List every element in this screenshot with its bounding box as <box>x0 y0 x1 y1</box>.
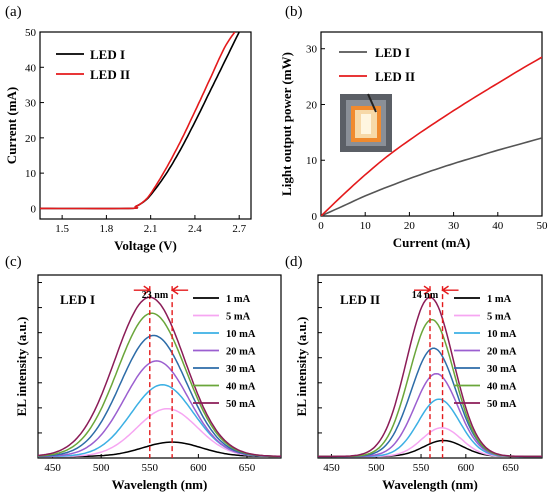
panel-d: (d) 450 500 550 600 650 Wavelength (nm) EL inte… <box>285 254 543 492</box>
x-tick-label: 2.4 <box>188 223 202 235</box>
legend-label: 10 mA <box>226 329 256 340</box>
legend-label: 40 mA <box>487 382 517 393</box>
y-tick-label: 0 <box>31 203 37 215</box>
legend-label: 10 mA <box>487 329 517 340</box>
fwhm-annotation: 14 nm <box>412 290 439 301</box>
series-line <box>321 56 542 216</box>
legend-label: LED II <box>375 69 415 84</box>
plot-area <box>38 296 281 458</box>
y-axis-label: Current (mA) <box>4 87 19 164</box>
x-tick-label: 500 <box>368 462 385 474</box>
y-axis-label: EL intensity (a.u.) <box>294 317 309 417</box>
x-tick-label: 2.1 <box>144 223 158 235</box>
panel-title: LED II <box>340 292 380 307</box>
y-tick-label: 10 <box>306 155 318 167</box>
y-tick-label: 20 <box>25 133 37 145</box>
y-tick-label: 0 <box>312 211 318 223</box>
x-tick-label: 550 <box>142 462 159 474</box>
legend-label: 1 mA <box>226 294 251 305</box>
y-tick-label: 10 <box>25 168 37 180</box>
legend-label: 30 mA <box>226 364 256 375</box>
panel-label: (b) <box>285 4 303 20</box>
x-tick-label: 20 <box>404 220 416 232</box>
legend-label: 5 mA <box>487 312 512 323</box>
x-tick-label: 450 <box>323 462 340 474</box>
y-tick-label: 30 <box>25 98 37 110</box>
series-line <box>40 32 240 210</box>
x-tick-label: 500 <box>93 462 110 474</box>
legend-label: 50 mA <box>226 399 256 410</box>
arrow-right <box>170 285 189 295</box>
plot-frame <box>39 31 252 220</box>
legend-label: LED II <box>90 67 130 82</box>
x-tick-label: 600 <box>458 462 475 474</box>
plot-frame <box>37 274 282 459</box>
panel-b: (b) 0 10 20 30 40 50 0 10 20 30 Current (mA) Light o… <box>279 4 548 250</box>
panel-title: LED I <box>60 292 95 307</box>
x-tick-label: 40 <box>492 220 504 232</box>
y-tick-label: 40 <box>25 62 37 74</box>
legend-label: 20 mA <box>487 347 517 358</box>
spectrum-line <box>38 296 281 458</box>
spectrum-line <box>38 334 281 458</box>
photo-core <box>361 114 371 134</box>
plot-area <box>321 56 542 216</box>
x-tick-label: 10 <box>360 220 372 232</box>
x-tick-label: 0 <box>318 220 324 232</box>
panel-c: (c) 450 500 550 600 650 Wavelength (nm) EL inte… <box>5 254 282 492</box>
panel-label: (a) <box>5 4 22 20</box>
x-tick-label: 600 <box>190 462 207 474</box>
x-tick-label: 1.8 <box>100 223 114 235</box>
arrow-left <box>133 285 152 295</box>
fwhm-annotation: 23 nm <box>142 290 169 301</box>
series-line <box>40 32 236 210</box>
panel-label: (d) <box>285 254 303 270</box>
x-tick-label: 650 <box>239 462 256 474</box>
x-tick-label: 1.5 <box>55 223 69 235</box>
x-axis-label: Wavelength (nm) <box>112 477 208 492</box>
plot-area <box>40 32 240 210</box>
x-tick-label: 550 <box>413 462 430 474</box>
x-tick-label: 30 <box>448 220 460 232</box>
legend-label: 30 mA <box>487 364 517 375</box>
y-tick-label: 50 <box>25 27 37 39</box>
y-tick-label: 30 <box>306 44 318 56</box>
y-axis-label: Light output power (mW) <box>279 52 294 196</box>
arrow-right <box>441 285 459 295</box>
x-axis-label: Wavelength (nm) <box>382 477 478 492</box>
panel-label: (c) <box>5 254 22 270</box>
legend-label: 5 mA <box>226 312 251 323</box>
y-tick-label: 20 <box>306 99 318 111</box>
inset-photo <box>340 93 392 152</box>
arrow-left <box>414 285 432 295</box>
series-line <box>321 137 542 216</box>
legend-label: 40 mA <box>226 382 256 393</box>
x-axis-label: Current (mA) <box>393 235 470 250</box>
x-tick-label: 2.7 <box>232 223 246 235</box>
legend-label: LED I <box>375 45 410 60</box>
legend-label: 1 mA <box>487 294 512 305</box>
panel-a: (a) 1.5 1.8 2.1 2.4 2.7 0 10 20 30 40 50 Voltage (V)… <box>4 4 252 253</box>
y-axis-label: EL intensity (a.u.) <box>14 317 29 417</box>
x-tick-label: 650 <box>502 462 519 474</box>
legend-label: LED I <box>90 47 125 62</box>
x-tick-label: 50 <box>537 220 549 232</box>
x-tick-label: 450 <box>44 462 61 474</box>
legend-label: 50 mA <box>487 399 517 410</box>
plot-frame <box>320 31 543 217</box>
x-axis-label: Voltage (V) <box>114 238 177 253</box>
photo-probe <box>367 93 377 113</box>
legend-label: 20 mA <box>226 347 256 358</box>
